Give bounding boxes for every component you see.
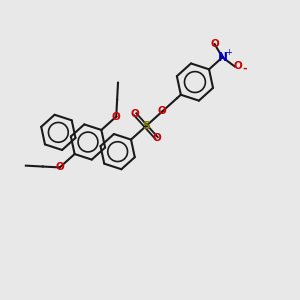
Text: O: O (112, 112, 121, 122)
Text: O: O (56, 162, 64, 172)
Text: O: O (210, 39, 219, 49)
Text: -: - (242, 63, 247, 74)
Text: N: N (218, 51, 227, 64)
Text: O: O (152, 133, 161, 143)
Text: O: O (233, 61, 242, 71)
Text: S: S (142, 121, 150, 131)
Text: O: O (158, 106, 167, 116)
Text: +: + (225, 48, 232, 57)
Text: O: O (131, 109, 140, 119)
